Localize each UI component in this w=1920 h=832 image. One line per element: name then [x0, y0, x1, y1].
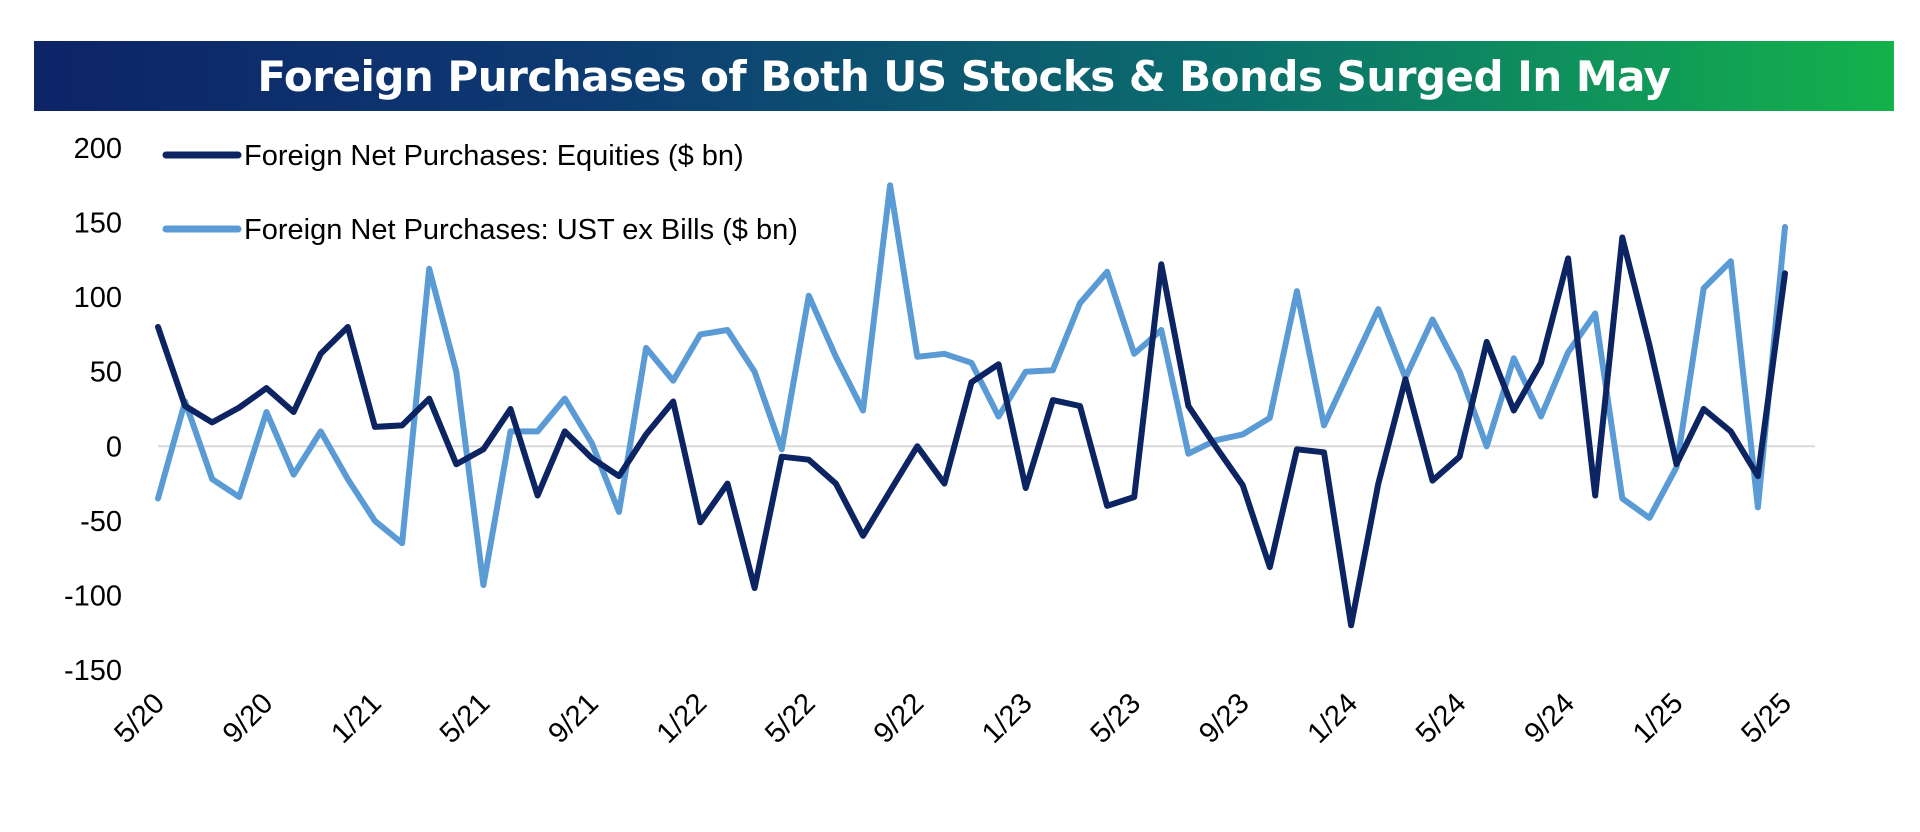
- x-tick-label: 9/22: [868, 687, 931, 750]
- series-lines: [155, 182, 1788, 629]
- x-tick-label: 9/20: [217, 687, 280, 750]
- series-line-ust-ex-bills: [155, 182, 1788, 588]
- legend-label: Foreign Net Purchases: UST ex Bills ($ b…: [244, 214, 798, 246]
- series-line-equities: [155, 234, 1788, 629]
- x-tick-label: 9/23: [1193, 687, 1256, 750]
- y-tick-label: -50: [80, 506, 122, 538]
- x-axis-ticks: 5/20 9/20 1/21 5/21 9/21 1/22 5/22 9/22 1/23 5/23…: [108, 687, 1798, 750]
- x-tick-label: 5/22: [759, 687, 822, 750]
- x-tick-label: 1/24: [1302, 687, 1365, 750]
- y-tick-label: 0: [106, 431, 122, 463]
- x-tick-label: 5/25: [1735, 687, 1798, 750]
- x-tick-label: 9/21: [542, 687, 605, 750]
- x-tick-label: 5/21: [434, 687, 497, 750]
- x-tick-label: 1/21: [325, 687, 388, 750]
- x-tick-label: 5/24: [1410, 687, 1473, 750]
- y-axis-ticks: 200 150 100 50 0 -50 -100 -150: [64, 133, 122, 687]
- x-tick-label: 5/20: [108, 687, 171, 750]
- x-tick-label: 1/22: [651, 687, 714, 750]
- x-tick-label: 1/23: [976, 687, 1039, 750]
- y-tick-label: 200: [74, 133, 122, 165]
- chart-title-bar: Foreign Purchases of Both US Stocks & Bo…: [34, 41, 1894, 111]
- y-tick-label: 100: [74, 282, 122, 314]
- chart-title: Foreign Purchases of Both US Stocks & Bo…: [257, 51, 1671, 101]
- x-tick-label: 9/24: [1518, 687, 1581, 750]
- y-tick-label: 150: [74, 208, 122, 240]
- legend-label: Foreign Net Purchases: Equities ($ bn): [244, 140, 744, 172]
- y-tick-label: -150: [64, 655, 122, 687]
- x-tick-label: 1/25: [1627, 687, 1690, 750]
- y-tick-label: 50: [90, 357, 122, 389]
- x-tick-label: 5/23: [1085, 687, 1148, 750]
- legend: Foreign Net Purchases: Equities ($ bn) Fo…: [162, 140, 798, 246]
- y-tick-label: -100: [64, 580, 122, 612]
